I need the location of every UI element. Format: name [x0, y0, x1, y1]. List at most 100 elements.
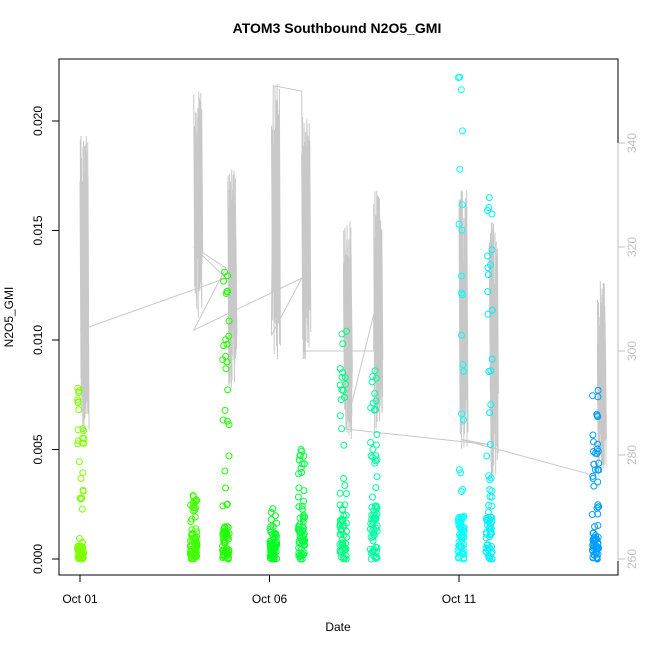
data-point [590, 482, 598, 490]
data-point [372, 397, 380, 405]
data-point [488, 355, 496, 363]
data-point [488, 306, 496, 314]
data-point [367, 404, 375, 412]
data-point [595, 459, 603, 467]
data-point [295, 456, 303, 464]
plot-frame [58, 58, 619, 576]
data-point [485, 204, 493, 212]
temperature-line-layer [79, 84, 607, 477]
data-point [484, 310, 492, 318]
data-point [336, 489, 344, 497]
data-point [455, 554, 463, 562]
data-point [193, 497, 201, 505]
data-point [373, 431, 381, 438]
data-point [224, 272, 232, 280]
chart-title: ATOM3 Southbound N2O5_GMI [233, 20, 442, 36]
data-point [458, 226, 466, 234]
data-point [223, 417, 231, 425]
data-point [371, 389, 379, 397]
data-point [594, 393, 602, 401]
data-point [338, 330, 346, 338]
data-point [369, 537, 377, 545]
data-point [267, 509, 275, 516]
data-point [338, 373, 346, 381]
data-point [460, 526, 468, 534]
data-point [339, 516, 347, 524]
data-point [458, 201, 466, 209]
data-point [369, 445, 377, 453]
y2-tick-label: 300 [625, 341, 639, 361]
data-point [484, 264, 492, 272]
data-point [340, 475, 348, 482]
data-point [295, 544, 303, 552]
data-point [369, 373, 377, 380]
data-point [372, 484, 380, 492]
data-point [484, 541, 492, 549]
data-point [78, 538, 86, 546]
data-point [338, 425, 346, 433]
data-point [459, 361, 467, 369]
y2-tick-label: 340 [625, 133, 639, 153]
data-point [372, 512, 380, 519]
data-point [75, 458, 83, 466]
data-point [300, 497, 308, 505]
data-point [269, 505, 277, 513]
data-point [593, 450, 601, 458]
data-point [336, 522, 344, 530]
y-tick-label: 0.020 [31, 106, 45, 136]
data-point [220, 277, 228, 285]
axes-layer: Oct 01 Oct 06 Oct 11 0.000 0.005 0.010 0.015 0.… [31, 106, 639, 606]
data-point [224, 386, 232, 394]
data-point [341, 501, 349, 509]
data-point [341, 374, 349, 382]
data-point [296, 451, 304, 459]
data-point [486, 441, 494, 448]
data-point [74, 396, 82, 404]
data-point [193, 541, 201, 549]
y-tick-label: 0.000 [31, 544, 45, 574]
data-point [77, 542, 85, 550]
data-point [336, 412, 344, 420]
data-point [190, 533, 198, 541]
data-point [77, 475, 85, 482]
data-point [273, 539, 280, 547]
data-point [455, 220, 463, 228]
temperature-trace [373, 190, 384, 434]
data-point [187, 518, 195, 526]
data-point [298, 469, 306, 476]
data-point [78, 439, 86, 447]
data-point [368, 511, 376, 519]
y2-tick-label: 260 [625, 549, 639, 569]
data-point [219, 554, 227, 562]
data-point [455, 74, 462, 81]
data-point [488, 246, 496, 254]
data-point [589, 431, 597, 439]
data-point [459, 127, 466, 135]
data-point [594, 540, 602, 548]
data-point [299, 513, 307, 521]
data-point [297, 555, 304, 563]
data-point [594, 522, 602, 529]
data-point [221, 539, 228, 547]
data-point [457, 519, 465, 527]
data-points-layer [74, 73, 603, 563]
data-point [301, 541, 309, 549]
y2-tick-label: 280 [625, 445, 639, 465]
data-point [458, 516, 466, 524]
data-point [485, 501, 493, 509]
data-point [272, 529, 279, 537]
data-point [458, 410, 465, 418]
data-point [224, 287, 231, 295]
data-point [223, 533, 231, 541]
data-point [75, 406, 83, 414]
y-tick-label: 0.005 [31, 434, 45, 464]
y-tick-label: 0.010 [31, 325, 45, 355]
data-point [484, 508, 492, 516]
data-point [594, 501, 602, 509]
temperature-trace [301, 117, 312, 360]
x-tick-label: Oct 06 [252, 592, 288, 606]
data-point [458, 331, 465, 339]
temperature-trace [342, 220, 353, 440]
data-point [341, 547, 349, 554]
data-point [300, 524, 307, 532]
